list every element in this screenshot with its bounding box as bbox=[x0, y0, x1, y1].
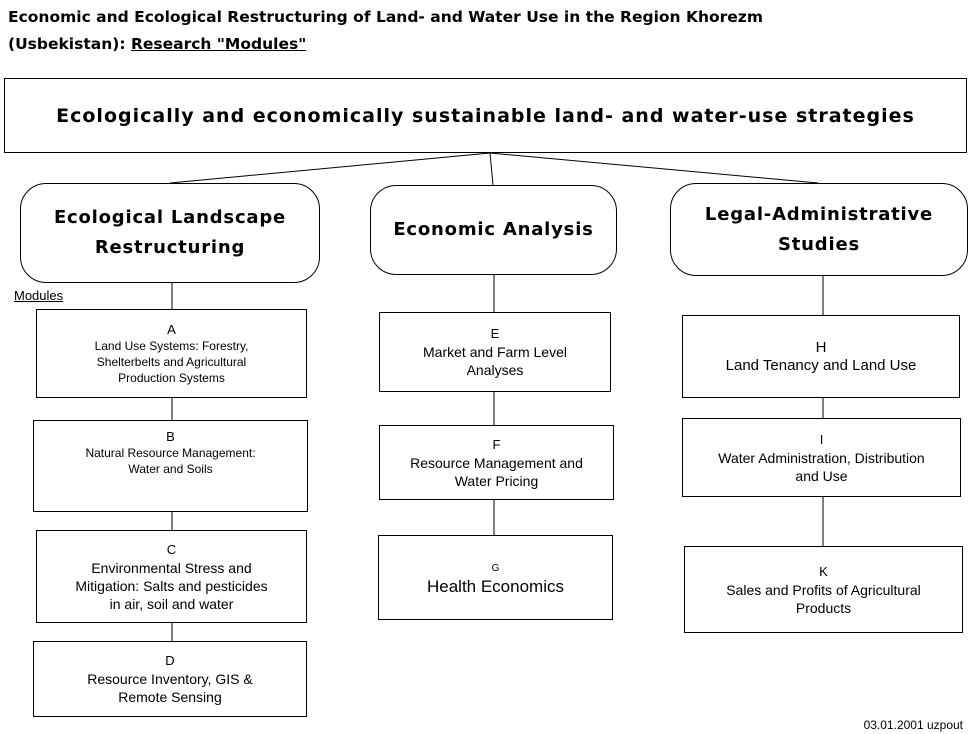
module-letter: A bbox=[167, 321, 176, 337]
module-line: Remote Sensing bbox=[118, 689, 222, 705]
heading-line: Economic Analysis bbox=[393, 219, 594, 240]
module-letter: H bbox=[815, 338, 827, 356]
module-line: Analyses bbox=[466, 362, 524, 378]
module-line: in air, soil and water bbox=[109, 595, 234, 612]
module-line: Market and Farm Level bbox=[423, 344, 567, 360]
module-box: I Water Administration, Distribution and U… bbox=[682, 418, 961, 497]
module-line: Environmental Stress and bbox=[91, 559, 252, 576]
module-line: Products bbox=[795, 599, 852, 616]
modules-label: Modules bbox=[14, 288, 64, 303]
module-letter: B bbox=[166, 429, 175, 444]
module-box: F Resource Management and Water Pricing bbox=[379, 425, 614, 500]
heading-line: Ecological Landscape bbox=[53, 207, 287, 228]
module-letter: G bbox=[491, 562, 500, 574]
title-line: Economic and Ecological Restructuring of… bbox=[8, 8, 763, 26]
column-heading: Legal-Administrative Studies bbox=[670, 183, 968, 276]
module-box: H Land Tenancy and Land Use bbox=[682, 315, 960, 398]
module-letter: E bbox=[490, 326, 500, 341]
module-line: Resource Inventory, GIS & bbox=[87, 671, 253, 687]
module-letter: F bbox=[492, 436, 501, 452]
title-link: Research "Modules" bbox=[130, 35, 307, 53]
module-box: D Resource Inventory, GIS & Remote Sensing bbox=[33, 641, 307, 717]
module-line: Resource Management and bbox=[410, 454, 583, 471]
column-heading: Ecological Landscape Restructuring bbox=[20, 183, 320, 283]
module-line: Water Administration, Distribution bbox=[718, 449, 925, 466]
module-line: Shelterbelts and Agricultural bbox=[96, 354, 247, 369]
module-letter: K bbox=[819, 563, 828, 579]
heading-line: Legal-Administrative bbox=[704, 203, 934, 225]
module-line: Production Systems bbox=[118, 370, 225, 385]
module-box: B Natural Resource Management: Water and S… bbox=[33, 420, 308, 512]
heading-line: Restructuring bbox=[94, 237, 246, 258]
module-line: and Use bbox=[795, 467, 848, 484]
top-box: Ecologically and economically sustainabl… bbox=[4, 78, 967, 153]
module-box: E Market and Farm Level Analyses bbox=[379, 312, 611, 392]
title-line: (Usbekistan): Research "Modules" bbox=[8, 35, 306, 53]
heading-line: Studies bbox=[778, 233, 860, 255]
column-heading: Economic Analysis bbox=[370, 185, 617, 275]
module-box: K Sales and Profits of Agricultural Produc… bbox=[684, 546, 963, 633]
module-box: A Land Use Systems: Forestry, Shelterbelts… bbox=[36, 309, 307, 398]
module-line: Natural Resource Management: bbox=[85, 446, 256, 460]
module-letter: D bbox=[165, 653, 175, 668]
module-line: Mitigation: Salts and pesticides bbox=[75, 577, 268, 594]
module-line: Water and Soils bbox=[128, 462, 213, 476]
title-prefix: (Usbekistan): bbox=[8, 35, 126, 53]
module-line: Water Pricing bbox=[454, 472, 539, 489]
module-letter: C bbox=[166, 541, 177, 557]
module-line: Sales and Profits of Agricultural bbox=[726, 581, 921, 598]
module-letter: I bbox=[819, 431, 824, 447]
module-line: Health Economics bbox=[426, 576, 564, 596]
module-line: Land Tenancy and Land Use bbox=[725, 356, 917, 374]
module-line: Land Use Systems: Forestry, bbox=[94, 338, 249, 353]
module-box: G Health Economics bbox=[378, 535, 613, 620]
module-box: C Environmental Stress and Mitigation: Sal… bbox=[36, 530, 307, 623]
footer: 03.01.2001 uzpout bbox=[863, 718, 963, 732]
